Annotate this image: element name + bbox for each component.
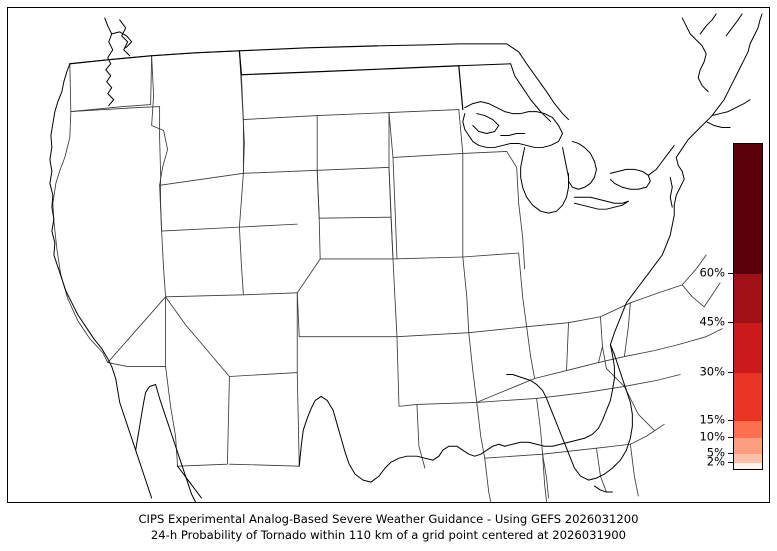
colorbar-label-15: 15% (699, 412, 725, 427)
caption-line-1: CIPS Experimental Analog-Based Severe We… (138, 512, 639, 526)
colorbar-tick-60 (728, 273, 733, 274)
probability-colorbar[interactable]: 60% 45% 30% 15% 10% 5% 2% (699, 143, 763, 470)
colorbar-segment-30 (734, 373, 762, 421)
colorbar-tick-5 (728, 453, 733, 454)
colorbar-segment-2 (734, 463, 762, 469)
colorbar-tick-15 (728, 420, 733, 421)
coastlines-and-outline (49, 13, 763, 502)
colorbar-segment-max (734, 144, 762, 274)
colorbar-gradient-bar[interactable] (733, 143, 763, 470)
colorbar-segment-60 (734, 274, 762, 323)
colorbar-label-30: 30% (699, 364, 725, 379)
colorbar-label-60: 60% (699, 265, 725, 280)
colorbar-label-5: 5% (706, 445, 725, 460)
colorbar-label-10: 10% (699, 429, 725, 444)
colorbar-tick-45 (728, 322, 733, 323)
colorbar-label-2: 2% (706, 454, 725, 469)
colorbar-tick-30 (728, 372, 733, 373)
state-boundaries (52, 50, 723, 502)
caption-line-2: 24-h Probability of Tornado within 110 k… (150, 528, 627, 542)
colorbar-tick-10 (728, 437, 733, 438)
colorbar-segment-10 (734, 438, 762, 454)
colorbar-segment-15 (734, 421, 762, 438)
colorbar-label-45: 45% (699, 314, 725, 329)
colorbar-segment-5 (734, 454, 762, 463)
colorbar-tick-2 (728, 462, 733, 463)
figure-caption: CIPS Experimental Analog-Based Severe We… (0, 511, 777, 543)
map-panel[interactable] (7, 7, 770, 503)
colorbar-segment-45 (734, 323, 762, 373)
map-canvas[interactable] (8, 8, 769, 502)
